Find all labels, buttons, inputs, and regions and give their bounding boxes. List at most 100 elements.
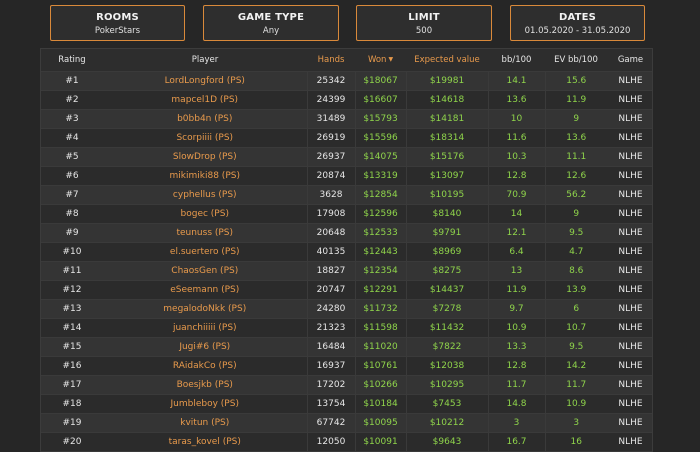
header-game[interactable]: Game: [607, 49, 652, 72]
table-row[interactable]: #14 juanchiiiii (PS) 21323 $11598 $11432 10.9…: [41, 318, 652, 338]
cell-hands: 17202: [306, 375, 355, 395]
table-row[interactable]: #5 SlowDrop (PS) 26937 $14075 $15176 10.3 11.1…: [41, 147, 652, 167]
table-row[interactable]: #4 Scorpiiii (PS) 26919 $15596 $18314 11.6 13.…: [41, 128, 652, 148]
cell-rating: #20: [41, 432, 103, 452]
table-row[interactable]: #11 ChaosGen (PS) 18827 $12354 $8275 13 8.6 NLH…: [41, 261, 652, 281]
triangle-down-icon: ▼: [388, 55, 394, 63]
cell-player[interactable]: b0bb4n (PS): [103, 109, 307, 129]
game-type-filter-title: GAME TYPE: [237, 12, 305, 23]
table-row[interactable]: #17 Boesjkb (PS) 17202 $10266 $10295 11.7 11.7…: [41, 375, 652, 395]
cell-player[interactable]: mikimiki88 (PS): [103, 166, 307, 186]
cell-hands: 3628: [306, 185, 355, 205]
table-row[interactable]: #7 cyphellus (PS) 3628 $12854 $10195 70.9 56.2…: [41, 185, 652, 205]
cell-game: NLHE: [607, 318, 652, 338]
table-row[interactable]: #8 bogec (PS) 17908 $12596 $8140 14 9 NLHE: [41, 204, 652, 224]
cell-player[interactable]: taras_kovel (PS): [103, 432, 307, 452]
cell-bb100: 10.9: [487, 318, 545, 338]
cell-expected-value: $9643: [405, 432, 488, 452]
cell-hands: 26937: [306, 147, 355, 167]
cell-player[interactable]: ChaosGen (PS): [103, 261, 307, 281]
header-rating[interactable]: Rating: [41, 49, 103, 72]
cell-hands: 26919: [306, 128, 355, 148]
header-hands[interactable]: Hands: [307, 49, 355, 72]
table-row[interactable]: #20 taras_kovel (PS) 12050 $10091 $9643 16.7 1…: [41, 432, 652, 452]
cell-won: $10184: [354, 394, 406, 414]
table-row[interactable]: #18 Jumbleboy (PS) 13754 $10184 $7453 14.8 10.…: [41, 394, 652, 414]
cell-bb100: 11.7: [487, 375, 545, 395]
cell-player[interactable]: RAidakCo (PS): [103, 356, 307, 376]
header-ev-bb100[interactable]: EV bb/100: [545, 49, 607, 72]
cell-hands: 31489: [306, 109, 355, 129]
table-row[interactable]: #16 RAidakCo (PS) 16937 $10761 $12038 12.8 14.…: [41, 356, 652, 376]
cell-player[interactable]: LordLongford (PS): [103, 71, 307, 91]
cell-rating: #12: [41, 280, 103, 300]
cell-game: NLHE: [607, 356, 652, 376]
cell-player[interactable]: kvitun (PS): [103, 413, 307, 433]
cell-rating: #19: [41, 413, 103, 433]
cell-rating: #6: [41, 166, 103, 186]
table-header-row: Rating Player Hands Won ▼ Expected value …: [41, 49, 652, 72]
table-row[interactable]: #1 LordLongford (PS) 25342 $18067 $19981 14.1…: [41, 71, 652, 91]
cell-bb100: 11.9: [487, 280, 545, 300]
cell-game: NLHE: [607, 337, 652, 357]
cell-player[interactable]: eSeemann (PS): [103, 280, 307, 300]
cell-expected-value: $10212: [405, 413, 488, 433]
table-row[interactable]: #15 Jugi#6 (PS) 16484 $11020 $7822 13.3 9.5 NLH…: [41, 337, 652, 357]
cell-player[interactable]: bogec (PS): [103, 204, 307, 224]
cell-rating: #8: [41, 204, 103, 224]
limit-filter[interactable]: LIMIT 500: [356, 5, 492, 41]
cell-bb100: 13.3: [487, 337, 545, 357]
game-type-filter[interactable]: GAME TYPE Any: [203, 5, 339, 41]
cell-rating: #10: [41, 242, 103, 262]
table-row[interactable]: #13 megalodoNkk (PS) 24280 $11732 $7278 9.7 6 N…: [41, 299, 652, 319]
cell-player[interactable]: Boesjkb (PS): [103, 375, 307, 395]
cell-player[interactable]: Scorpiiii (PS): [103, 128, 307, 148]
table-row[interactable]: #3 b0bb4n (PS) 31489 $15793 $14181 10 9 NLHE: [41, 109, 652, 129]
cell-game: NLHE: [607, 432, 652, 452]
cell-player[interactable]: megalodoNkk (PS): [103, 299, 307, 319]
header-expected-value[interactable]: Expected value: [406, 49, 488, 72]
cell-rating: #14: [41, 318, 103, 338]
cell-player[interactable]: cyphellus (PS): [103, 185, 307, 205]
cell-won: $12354: [354, 261, 406, 281]
cell-hands: 12050: [306, 432, 355, 452]
cell-expected-value: $9791: [405, 223, 488, 243]
header-player[interactable]: Player: [103, 49, 307, 72]
cell-ev-bb100: 9.5: [544, 337, 607, 357]
cell-player[interactable]: el.suertero (PS): [103, 242, 307, 262]
cell-game: NLHE: [607, 147, 652, 167]
cell-player[interactable]: Jumbleboy (PS): [103, 394, 307, 414]
cell-player[interactable]: Jugi#6 (PS): [103, 337, 307, 357]
cell-won: $10266: [354, 375, 406, 395]
cell-expected-value: $7278: [405, 299, 488, 319]
cell-game: NLHE: [607, 280, 652, 300]
table-row[interactable]: #10 el.suertero (PS) 40135 $12443 $8969 6.4 4.…: [41, 242, 652, 262]
cell-hands: 24280: [306, 299, 355, 319]
cell-hands: 17908: [306, 204, 355, 224]
cell-bb100: 10: [487, 109, 545, 129]
cell-game: NLHE: [607, 166, 652, 186]
cell-bb100: 14: [487, 204, 545, 224]
cell-won: $10091: [354, 432, 406, 452]
cell-player[interactable]: SlowDrop (PS): [103, 147, 307, 167]
table-row[interactable]: #6 mikimiki88 (PS) 20874 $13319 $13097 12.8 12…: [41, 166, 652, 186]
table-row[interactable]: #2 mapcel1D (PS) 24399 $16607 $14618 13.6 11.9…: [41, 90, 652, 110]
header-won[interactable]: Won ▼: [355, 49, 406, 72]
cell-player[interactable]: juanchiiiii (PS): [103, 318, 307, 338]
cell-ev-bb100: 9: [544, 204, 607, 224]
table-row[interactable]: #9 teunuss (PS) 20648 $12533 $9791 12.1 9.5 NLH…: [41, 223, 652, 243]
cell-expected-value: $15176: [405, 147, 488, 167]
cell-ev-bb100: 4.7: [544, 242, 607, 262]
cell-player[interactable]: teunuss (PS): [103, 223, 307, 243]
dates-filter[interactable]: DATES 01.05.2020 - 31.05.2020: [510, 5, 645, 41]
header-bb100[interactable]: bb/100: [488, 49, 545, 72]
table-row[interactable]: #12 eSeemann (PS) 20747 $12291 $14437 11.9 13.…: [41, 280, 652, 300]
cell-player[interactable]: mapcel1D (PS): [103, 90, 307, 110]
cell-game: NLHE: [607, 71, 652, 91]
cell-game: NLHE: [607, 223, 652, 243]
cell-won: $15596: [354, 128, 406, 148]
cell-game: NLHE: [607, 185, 652, 205]
rooms-filter[interactable]: ROOMS PokerStars: [50, 5, 185, 41]
game-type-filter-value: Any: [262, 26, 280, 36]
table-row[interactable]: #19 kvitun (PS) 67742 $10095 $10212 3 3 NLHE: [41, 413, 652, 433]
